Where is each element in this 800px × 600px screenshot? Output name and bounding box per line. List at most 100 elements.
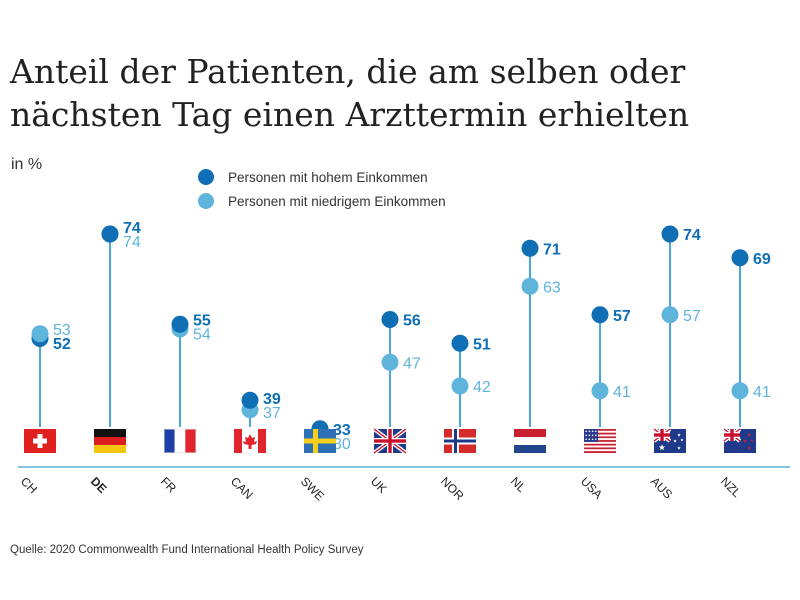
category-label-nl: NL [508,474,529,495]
flag-stripe [584,443,616,446]
flag-cross-h [304,438,336,444]
flag-stripe-black [94,429,126,437]
unit-label: in % [11,156,43,173]
dot-low-uk [381,353,399,371]
flag-australia-icon [652,427,686,453]
value-label-low-uk: 47 [403,355,421,372]
dot-low-ch [31,325,49,343]
flag-canton [652,427,672,443]
flag-star-dot [595,434,597,437]
flag-star-red [747,445,751,450]
flag-uk-icon [372,427,408,455]
flag-stripe [584,429,616,431]
flag-star-dot [591,430,594,433]
flag-france-icon [164,429,196,453]
category-label-swe: SWE [298,474,327,503]
flag-stripe [584,445,616,448]
dot-high-nl [521,239,539,257]
dot-low-nor [451,377,469,395]
source-note: Quelle: 2020 Commonwealth Fund Internati… [10,544,364,556]
flag-cross-h-blue [444,439,476,443]
flag-stripe-white [514,437,546,445]
dot-high-can [241,391,259,409]
uj-cross-h-red [654,433,670,437]
value-label-low-de: 74 [123,234,141,251]
flag-norway-icon [444,429,476,453]
value-label-low-usa: 41 [613,384,631,401]
legend-item-low: Personen mit niedrigem Einkommen [198,189,446,213]
category-label-de: DE [88,474,110,496]
value-label-low-nl: 63 [543,279,561,296]
dot-high-nzl [731,249,749,267]
uj-cross-h-red [374,439,406,443]
category-label-nor: NOR [438,474,467,503]
value-label-low-fr: 54 [193,327,211,344]
value-label-low-nor: 42 [473,379,491,396]
dot-high-nor [451,334,469,352]
flag-stripe [584,441,616,444]
value-label-high-ch: 52 [53,336,71,353]
legend-marker-high [198,169,214,185]
flag-star-dot [585,438,587,441]
flag-canton [722,427,742,443]
dot-low-aus [661,306,679,324]
flag-star [673,439,677,443]
flag-canton [584,429,598,442]
flag-canada-icon [234,429,266,453]
value-label-high-nl: 71 [543,241,561,258]
flag-star-dot [585,430,587,433]
flag-switzerland-icon [24,429,56,453]
category-label-uk: UK [368,474,390,496]
value-label-low-ch: 53 [53,322,71,339]
legend: Personen mit hohem Einkommen Personen mi… [198,165,446,213]
flag-band-left [234,429,242,453]
value-label-low-swe: 30 [333,436,351,453]
flag-star-dot [588,438,591,441]
value-label-high-uk: 56 [403,313,421,330]
value-label-low-aus: 57 [683,308,701,325]
flag-stripe [584,447,616,450]
dot-low-nl [521,277,539,295]
value-label-high-de: 74 [123,220,141,237]
flag-star-red [750,438,754,442]
dot-low-usa [591,382,609,400]
dot-high-usa [591,306,609,324]
flag-star-dot [588,434,591,437]
category-label-nzl: NZL [718,474,744,500]
flag-star-large [658,444,666,451]
legend-marker-low [198,193,214,209]
flag-cross-h [33,438,47,444]
flag-stripe [584,438,616,441]
category-label-aus: AUS [648,474,675,501]
flag-star-dot [585,434,587,437]
flag-star [680,438,684,442]
flag-stripe [584,430,616,433]
flag-stripe [584,434,616,437]
flag-new-zealand-icon [722,427,756,453]
legend-label-high: Personen mit hohem Einkommen [228,169,428,185]
category-label-can: CAN [228,474,256,502]
flag-stripe [584,449,616,452]
value-label-high-can: 39 [263,391,281,408]
flag-stripe-red [514,429,546,437]
flag-sweden-icon [304,429,336,453]
category-label-usa: USA [578,474,605,501]
uj-cross-h-red [724,433,740,437]
flag-star-dot [595,430,597,433]
flag-stripe [584,440,616,442]
legend-label-low: Personen mit niedrigem Einkommen [228,193,446,209]
category-label-fr: FR [158,474,179,495]
flag-stripe-gold [94,445,126,453]
dot-low-nzl [731,382,749,400]
flag-border [164,429,196,453]
dot-high-de [101,225,119,243]
flag-stripe [584,436,616,439]
flag-star-dot [591,438,594,441]
value-label-low-can: 37 [263,405,281,422]
flag-stripe-red [94,437,126,445]
flag-germany-icon [94,429,126,453]
flag-stripe-red [185,429,196,453]
flag-star-dot [595,438,597,441]
flag-star-dot [588,430,591,433]
